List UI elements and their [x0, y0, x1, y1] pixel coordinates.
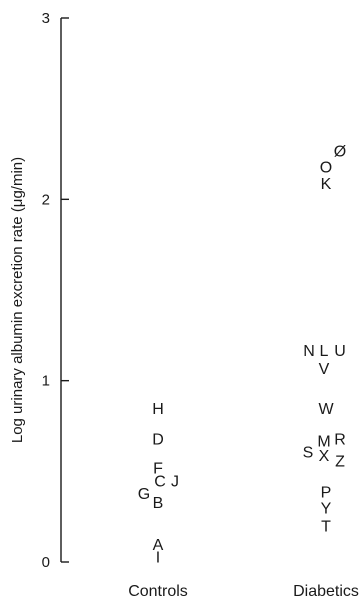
data-point: H: [152, 401, 164, 418]
data-point: Z: [335, 453, 345, 470]
data-point: V: [319, 361, 330, 378]
data-point: D: [152, 432, 164, 449]
data-point: N: [303, 343, 315, 360]
data-point: T: [321, 519, 331, 536]
data-point: M: [317, 434, 330, 451]
y-axis: 0 1 2 3: [42, 10, 69, 571]
data-point: J: [171, 473, 179, 490]
data-point: I: [156, 550, 160, 567]
data-point: Y: [321, 501, 332, 518]
data-point: K: [321, 176, 332, 193]
y-tick-label: 1: [42, 373, 50, 390]
data-point: U: [334, 343, 346, 360]
data-point: A: [153, 537, 164, 554]
y-tick-label: 3: [42, 10, 50, 27]
data-point: B: [153, 495, 164, 512]
data-point: S: [303, 444, 314, 461]
y-axis-title: Log urinary albumin excretion rate (μg/m…: [9, 157, 26, 443]
data-point: F: [153, 461, 163, 478]
data-point: W: [318, 401, 334, 418]
data-point: P: [321, 484, 332, 501]
data-point: G: [138, 486, 150, 503]
data-point: R: [334, 432, 346, 449]
y-tick-label: 0: [42, 554, 50, 571]
y-tick-label: 2: [42, 191, 50, 208]
data-point: L: [320, 343, 329, 360]
data-point: O: [320, 160, 332, 177]
data-point: Ø: [334, 143, 346, 160]
category-label: Diabetics: [293, 583, 359, 600]
data-point: X: [319, 448, 330, 465]
category-label: Controls: [128, 583, 188, 600]
data-point: C: [154, 473, 166, 490]
